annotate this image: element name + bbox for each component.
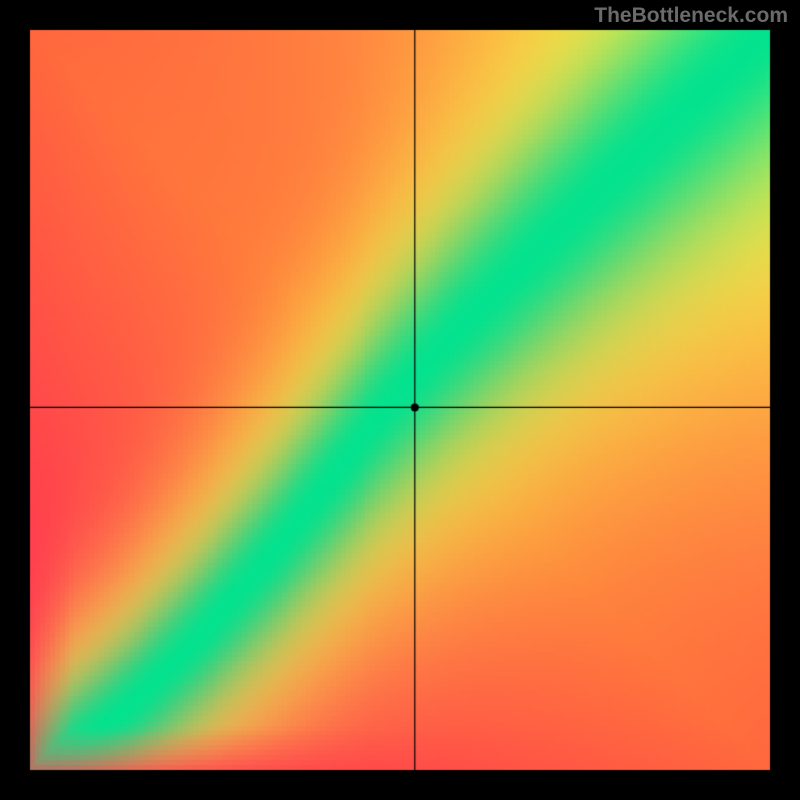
bottleneck-heatmap-canvas: [0, 0, 800, 800]
chart-container: TheBottleneck.com: [0, 0, 800, 800]
